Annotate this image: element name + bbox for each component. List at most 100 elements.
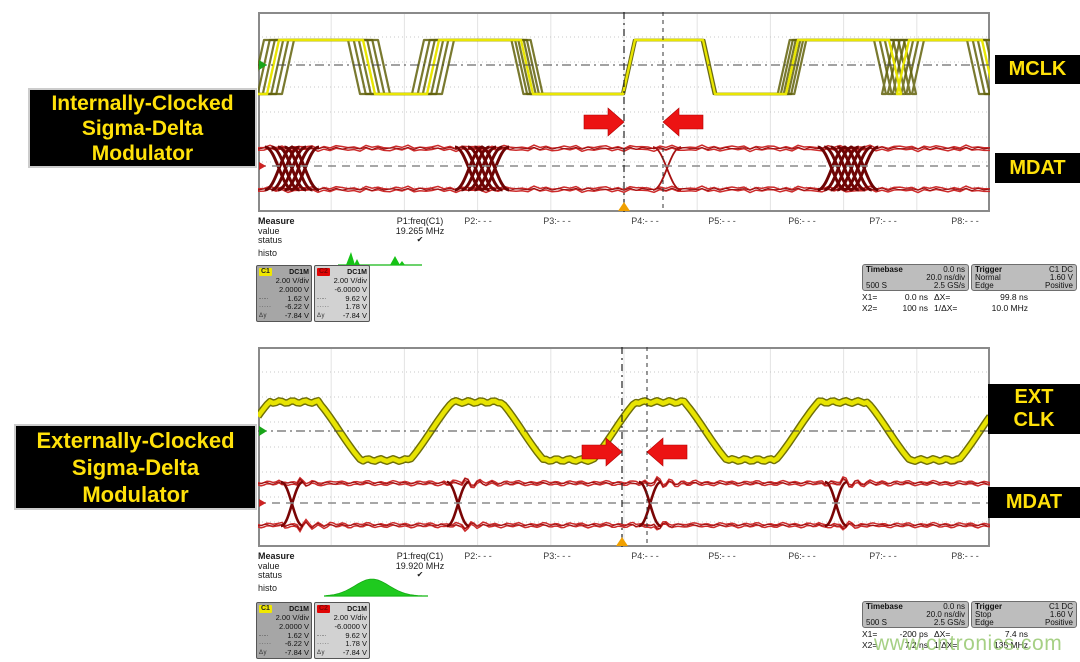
channel-readout-row: -6.0000 V — [334, 284, 367, 294]
caption-internally-clocked: Internally-Clocked Sigma-Delta Modulator — [28, 88, 257, 168]
dx-value: 7.4 ns — [1004, 629, 1028, 639]
timebase-delay: 0.0 ns — [943, 602, 965, 611]
trace-label-text: MCLK — [1008, 58, 1067, 80]
measure-slot[interactable]: P8:- - - — [951, 551, 979, 561]
measure-slot[interactable]: P2:- - - — [464, 216, 492, 226]
measure-slot[interactable]: P6:- - - — [788, 216, 816, 226]
dx-label: ΔX= — [934, 292, 951, 302]
cursor-readout-bottom: X1= -200 ps ΔX= 7.4 ns X2= 7.2 ns 1/ΔX= … — [862, 629, 1034, 650]
watermark: www.cntronics.com — [874, 632, 1063, 655]
channel-readout-row: ····· -6.22 V — [259, 302, 309, 312]
timebase-delay: 0.0 ns — [943, 265, 965, 274]
coupling-label: DC1M — [289, 605, 309, 613]
measure-slot[interactable]: P5:- - - — [708, 216, 736, 226]
trigger-slope: Positive — [1044, 281, 1073, 290]
x1-value: 0.0 ns — [904, 292, 928, 302]
trace-label-text: EXT — [1014, 386, 1054, 408]
measure-slot[interactable]: P4:- - - — [631, 216, 659, 226]
scope-display-bottom[interactable] — [254, 347, 994, 547]
channel-box-c2[interactable]: C2 DC1M 2.00 V/div -6.0000 V -·-· 9.62 V ·····… — [314, 602, 370, 659]
channel-boxes-top: C1 DC1M 2.00 V/div 2.0000 V -·-· 1.62 V ····· -… — [256, 265, 370, 322]
channel-box-c1[interactable]: C1 DC1M 2.00 V/div 2.0000 V -·-· 1.62 V ····· -… — [256, 265, 312, 322]
timebase-samples: 500 S — [866, 281, 887, 290]
channel-box-c2[interactable]: C2 DC1M 2.00 V/div -6.0000 V -·-· 9.62 V ·····… — [314, 265, 370, 322]
measure-row-label-histo: histo — [258, 248, 278, 258]
measure-row-label-value: value — [258, 561, 280, 571]
c2-offset-marker — [259, 499, 266, 507]
waveform-svg-top — [250, 12, 1011, 212]
measure-slot[interactable]: P3:- - - — [543, 216, 571, 226]
channel-readout-row: Δy -7.84 V — [317, 311, 367, 321]
measure-p1-status-icon: ✔ — [416, 235, 424, 244]
coupling-label: DC1M — [347, 605, 367, 613]
measure-row-label-status: status — [258, 570, 283, 580]
trace-label-text: MDAT — [1009, 156, 1066, 179]
channel-readout-row: 2.00 V/div — [275, 613, 309, 622]
channel-readout-row: ····· 1.78 V — [317, 302, 367, 312]
measure-slots-row: P2:- - - P3:- - - P4:- - - P5:- - - P6:- - -… — [0, 216, 1080, 227]
trigger-type: Edge — [975, 618, 994, 627]
dx-value: 99.8 ns — [1000, 292, 1028, 302]
x2-label: X2= — [862, 302, 878, 313]
x1-value: -200 ps — [899, 629, 928, 639]
timebase-rate: 2.5 GS/s — [933, 618, 965, 627]
measure-slot[interactable]: P2:- - - — [464, 551, 492, 561]
cursor-readout-top: X1= 0.0 ns ΔX= 99.8 ns X2= 100 ns 1/ΔX= … — [862, 292, 1034, 313]
measure-slot[interactable]: P7:- - - — [869, 216, 897, 226]
waveform-svg-bottom — [254, 347, 994, 547]
x2-label: X2= — [862, 639, 878, 650]
trigger-source: C1 DC — [1048, 602, 1073, 611]
measure-slot[interactable]: P6:- - - — [788, 551, 816, 561]
trigger-level: 1.60 V — [1049, 610, 1073, 619]
caption-line: Sigma-Delta — [71, 454, 200, 480]
channel-readout-row: Δy -7.84 V — [259, 311, 309, 321]
channel-box-header: C2 DC1M — [317, 267, 367, 277]
channel-box-c1[interactable]: C1 DC1M 2.00 V/div 2.0000 V -·-· 1.62 V ····· -… — [256, 602, 312, 659]
invdx-label: 1/ΔX= — [934, 302, 958, 313]
delay-arrow-left — [662, 107, 704, 137]
caption-line: Internally-Clocked — [51, 91, 234, 115]
invdx-label: 1/ΔX= — [934, 639, 958, 650]
measure-slot[interactable]: P4:- - - — [631, 551, 659, 561]
timebase-scale: 20.0 ns/div — [926, 273, 965, 282]
measure-row-label-histo: histo — [258, 583, 278, 593]
measure-slot[interactable]: P3:- - - — [543, 551, 571, 561]
scope-display-top[interactable] — [250, 12, 1011, 212]
x1-label: X1= — [862, 292, 878, 302]
channel-badge: C2 — [317, 268, 330, 276]
coupling-label: DC1M — [289, 268, 309, 276]
caption-externally-clocked: Externally-Clocked Sigma-Delta Modulator — [14, 424, 257, 510]
trigger-time-marker — [618, 202, 630, 211]
measure-slot[interactable]: P5:- - - — [708, 551, 736, 561]
trigger-box[interactable]: Trigger C1 DC Normal 1.60 V Edge Positive — [971, 264, 1077, 291]
channel-readout-row: -6.0000 V — [334, 621, 367, 631]
measure-slot[interactable]: P8:- - - — [951, 216, 979, 226]
timebase-box[interactable]: Timebase 0.0 ns 20.0 ns/div 500 S 2.5 GS/s — [862, 264, 969, 291]
trigger-level: 1.60 V — [1049, 273, 1073, 282]
x2-value: 100 ns — [902, 302, 928, 313]
channel-box-header: C1 DC1M — [259, 267, 309, 277]
channel-readout-row: ····· -6.22 V — [259, 639, 309, 649]
caption-line: Modulator — [91, 141, 194, 165]
measure-p1-status-icon: ✔ — [416, 570, 424, 579]
measure-slots-row: P2:- - - P3:- - - P4:- - - P5:- - - P6:- - -… — [0, 551, 1080, 562]
channel-readout-row: -·-· 9.62 V — [317, 293, 367, 303]
channel-badge: C1 — [259, 605, 272, 613]
trigger-box[interactable]: Trigger C1 DC Stop 1.60 V Edge Positive — [971, 601, 1077, 628]
measure-slot[interactable]: P7:- - - — [869, 551, 897, 561]
timebase-box[interactable]: Timebase 0.0 ns 20.0 ns/div 500 S 2.5 GS/s — [862, 601, 969, 628]
measure-p1-label[interactable]: P1:freq(C1) — [396, 551, 444, 561]
channel-readout-row: ····· 1.78 V — [317, 639, 367, 649]
measure-p1-value: 19.265 MHz — [395, 226, 445, 236]
trigger-source: C1 DC — [1048, 265, 1073, 274]
measure-title: Measure — [258, 551, 295, 561]
c2-offset-marker — [259, 162, 266, 170]
invdx-value: 10.0 MHz — [991, 302, 1028, 313]
delay-arrow-left — [646, 437, 688, 467]
delay-arrow-right — [581, 437, 623, 467]
measure-p1-label[interactable]: P1:freq(C1) — [396, 216, 444, 226]
trigger-type: Edge — [975, 281, 994, 290]
trace-label-mdat-bottom: MDAT — [988, 487, 1080, 518]
trace-label-ext-clk: EXT CLK — [988, 384, 1080, 434]
measure-title: Measure — [258, 216, 295, 226]
